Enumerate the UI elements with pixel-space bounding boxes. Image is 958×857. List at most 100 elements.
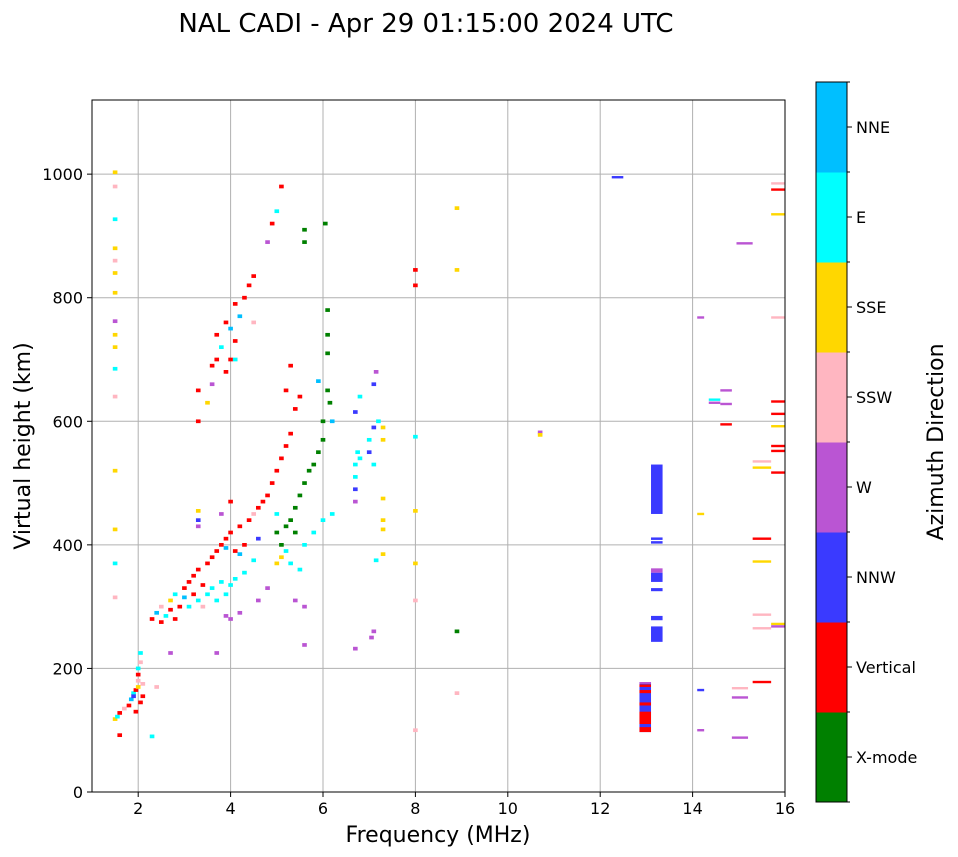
data-point xyxy=(251,512,257,516)
y-tick-label: 800 xyxy=(52,289,83,308)
data-block xyxy=(651,541,663,544)
colorbar-label: Azimuth Direction xyxy=(924,343,949,540)
data-point xyxy=(112,319,118,324)
data-segment xyxy=(752,627,772,630)
data-point xyxy=(283,549,289,553)
colorbar-swatch xyxy=(816,712,847,803)
data-point xyxy=(195,419,201,424)
data-point xyxy=(186,604,192,609)
data-point xyxy=(228,617,233,621)
plot-frame xyxy=(91,99,786,793)
data-point xyxy=(274,530,280,535)
data-point xyxy=(279,184,284,189)
data-point xyxy=(329,419,335,424)
data-point xyxy=(380,552,386,556)
data-point xyxy=(168,651,173,655)
data-segment xyxy=(752,560,772,563)
data-point xyxy=(302,227,307,232)
colorbar-tick-label: E xyxy=(856,208,866,227)
data-point xyxy=(292,598,298,603)
y-tick-label: 400 xyxy=(52,536,83,555)
data-point xyxy=(325,332,330,337)
colorbar-swatch xyxy=(816,82,847,173)
data-point xyxy=(232,549,238,553)
data-segment xyxy=(697,729,705,732)
data-point xyxy=(172,617,178,621)
data-point xyxy=(371,382,377,387)
data-point xyxy=(320,437,326,442)
data-point xyxy=(214,549,220,553)
data-point xyxy=(413,561,418,566)
data-point xyxy=(112,366,118,371)
data-point xyxy=(219,580,224,584)
data-point xyxy=(195,567,201,572)
data-segment xyxy=(720,423,732,426)
data-point xyxy=(413,434,418,439)
x-axis-label: Frequency (MHz) xyxy=(346,823,531,848)
data-segment xyxy=(731,687,749,690)
data-point xyxy=(117,711,123,715)
data-point xyxy=(302,543,307,547)
data-point xyxy=(311,530,317,535)
data-point xyxy=(413,268,418,272)
data-point xyxy=(242,543,247,547)
data-point xyxy=(195,509,201,513)
data-point xyxy=(311,462,317,467)
data-point xyxy=(209,363,215,368)
data-point xyxy=(454,206,460,210)
data-point xyxy=(316,450,321,455)
data-point xyxy=(112,527,118,532)
data-point xyxy=(325,388,330,393)
data-point xyxy=(323,221,328,226)
data-segment xyxy=(771,425,785,428)
data-point xyxy=(302,481,307,485)
data-point xyxy=(200,583,206,587)
data-point xyxy=(251,274,257,278)
data-segment xyxy=(771,412,785,416)
data-point xyxy=(302,604,307,609)
data-point xyxy=(135,672,141,677)
colorbar-tick-label: X-mode xyxy=(856,748,917,767)
data-point xyxy=(353,487,358,492)
data-point xyxy=(454,691,460,695)
data-point xyxy=(214,357,220,362)
colorbar-swatch xyxy=(816,172,847,263)
data-point xyxy=(413,728,418,733)
data-point xyxy=(140,694,146,699)
data-point xyxy=(274,209,280,214)
data-point xyxy=(214,651,220,655)
data-segment xyxy=(771,449,785,453)
data-block xyxy=(639,682,652,684)
data-point xyxy=(219,512,224,516)
data-segment xyxy=(752,537,772,540)
data-point xyxy=(228,357,233,362)
data-point xyxy=(168,607,173,612)
data-point xyxy=(158,604,164,609)
data-point xyxy=(297,567,303,572)
data-point xyxy=(373,370,379,374)
data-point xyxy=(154,685,159,689)
x-tick-label: 16 xyxy=(775,799,795,818)
data-point xyxy=(325,308,330,312)
data-point xyxy=(117,733,123,738)
data-point xyxy=(223,592,229,597)
data-point xyxy=(149,617,155,621)
data-point xyxy=(158,620,164,624)
x-tick-label: 8 xyxy=(410,799,420,818)
data-point xyxy=(256,505,261,510)
colorbar-swatch xyxy=(816,442,847,533)
data-point xyxy=(371,425,377,430)
data-point xyxy=(128,697,134,702)
data-point xyxy=(232,357,238,362)
data-block xyxy=(639,690,652,694)
data-point xyxy=(200,604,206,609)
data-point xyxy=(297,493,303,498)
data-point xyxy=(454,629,460,634)
data-segment xyxy=(731,736,749,739)
data-point xyxy=(223,546,229,550)
data-point xyxy=(288,363,293,368)
data-segment xyxy=(771,444,785,448)
data-point xyxy=(353,475,358,479)
data-point xyxy=(256,598,261,603)
